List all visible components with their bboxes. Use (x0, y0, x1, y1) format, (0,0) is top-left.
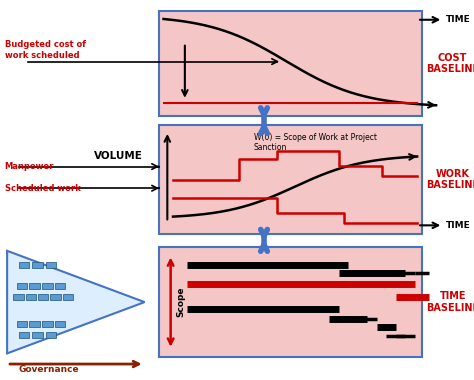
Bar (29, 321, 40, 327)
Bar (13, 294, 24, 300)
Bar (159, 247, 422, 357)
Text: Scheduled work: Scheduled work (5, 184, 81, 193)
Text: Budgeted cost of
work scheduled: Budgeted cost of work scheduled (5, 40, 86, 60)
Text: COST
BASELINE: COST BASELINE (426, 53, 474, 74)
Text: WORK
BASELINE: WORK BASELINE (426, 169, 474, 190)
Polygon shape (7, 251, 145, 353)
Bar (55, 321, 65, 327)
Bar (55, 283, 65, 289)
Bar (50, 294, 61, 300)
Bar (46, 332, 56, 338)
Bar (32, 262, 43, 268)
Bar (38, 294, 48, 300)
Bar (17, 283, 27, 289)
Bar (46, 262, 56, 268)
Text: TIME: TIME (446, 15, 470, 24)
Text: TIME: TIME (446, 221, 470, 230)
Bar (159, 11, 422, 116)
Bar (32, 332, 43, 338)
Text: VOLUME: VOLUME (94, 151, 143, 161)
Bar (42, 283, 53, 289)
Text: W(0) = Scope of Work at Project
Sanction: W(0) = Scope of Work at Project Sanction (254, 133, 376, 152)
Text: Manpower: Manpower (5, 162, 54, 171)
Bar (17, 321, 27, 327)
Text: TIME
BASELINE: TIME BASELINE (426, 291, 474, 313)
Bar (29, 283, 40, 289)
Bar (26, 294, 36, 300)
Text: Scope: Scope (176, 287, 185, 317)
Text: Governance: Governance (19, 365, 80, 374)
Bar (63, 294, 73, 300)
Bar (159, 125, 422, 234)
Bar (19, 262, 29, 268)
Bar (19, 332, 29, 338)
Bar (42, 321, 53, 327)
